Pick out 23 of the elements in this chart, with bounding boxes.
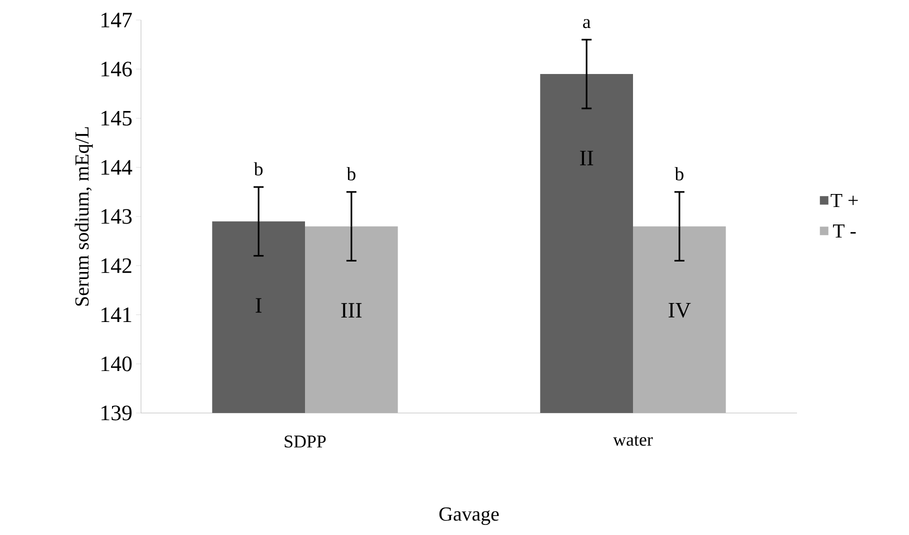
y-tick-label: 140: [102, 356, 132, 372]
x-axis-title: Gavage: [439, 507, 499, 525]
annotation: III: [341, 303, 362, 318]
annotation: II: [580, 150, 594, 166]
y-tick-label: 147: [102, 12, 132, 28]
y-tick-label: 139: [102, 406, 132, 420]
y-tick-label: 142: [102, 258, 132, 273]
y-tick-label: 144: [102, 160, 132, 175]
annotation: IV: [668, 302, 691, 318]
annotation: b: [254, 162, 263, 176]
y-tick-label: 141: [102, 308, 132, 322]
y-tick-label: 143: [102, 209, 132, 224]
y-axis-title: Serum sodium, mEq/L: [74, 127, 93, 306]
annotation: a: [583, 19, 591, 28]
annotation: I: [256, 298, 262, 313]
y-tick-label: 145: [102, 110, 132, 126]
annotation: b: [674, 167, 684, 180]
x-tick-label: SDPP: [284, 436, 326, 448]
x-tick-label: water: [613, 436, 653, 446]
legend-label: T +: [830, 194, 858, 208]
y-tick-label: 146: [102, 62, 132, 76]
annotation: b: [346, 167, 356, 180]
legend-label: T -: [833, 224, 856, 238]
